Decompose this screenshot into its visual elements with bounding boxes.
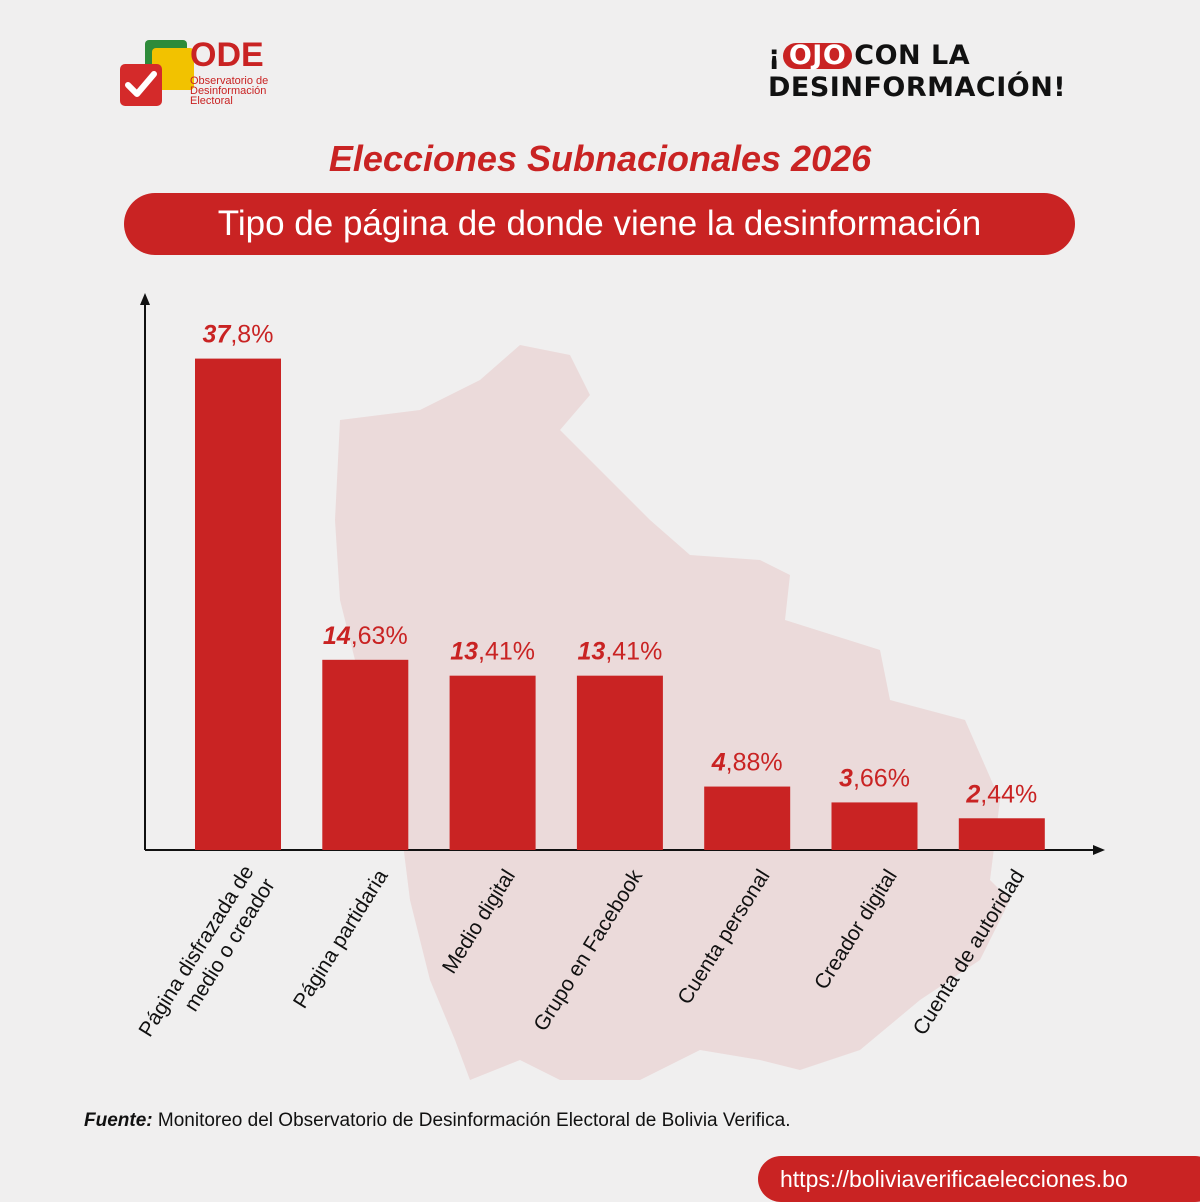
bar (195, 358, 281, 850)
category-label: Página disfrazada demedio o creador (134, 861, 279, 1054)
bar-value-label: 14,63% (323, 622, 408, 650)
ode-logo: ODE Observatorio de Desinformación Elect… (118, 36, 298, 110)
campaign-open-mark: ¡ (768, 40, 781, 71)
bar-value-label: 13,41% (578, 638, 663, 666)
x-axis-arrow-icon (1093, 845, 1105, 855)
bar-value-label: 13,41% (450, 638, 535, 666)
bolivia-map-silhouette (335, 345, 1010, 1080)
logo-tagline: Observatorio de Desinformación Electoral (190, 75, 269, 107)
source-label: Fuente: (84, 1110, 153, 1131)
bar (704, 786, 791, 850)
bar (576, 675, 663, 850)
bar-value-label: 2,44% (965, 780, 1037, 808)
bar (958, 818, 1045, 850)
source-text: Monitoreo del Observatorio de Desinforma… (152, 1110, 791, 1131)
campaign-line-2: DESINFORMACIÓN! (768, 72, 1067, 103)
campaign-line-1: ¡ OJO CON LA (768, 40, 1088, 72)
bar-value-label: 37,8% (203, 321, 274, 349)
source-note: Fuente: Monitoreo del Observatorio de De… (84, 1110, 790, 1132)
page-title: Elecciones Subnacionales 2026 (328, 138, 872, 179)
logo-tagline-3: Electoral (190, 95, 233, 107)
ode-logo-mark (120, 40, 194, 106)
chart-subtitle: Tipo de página de donde viene la desinfo… (217, 204, 982, 243)
bar-value-label: 3,66% (839, 764, 910, 792)
bar (449, 675, 536, 850)
y-axis-arrow-icon (140, 293, 150, 305)
bar (831, 802, 918, 850)
bar-value-label: 4,88% (711, 749, 783, 777)
logo-name: ODE (190, 36, 264, 74)
website-link[interactable]: https://boliviaverificaelecciones.bo (780, 1166, 1128, 1192)
logo-tagline-2: Desinformación (190, 85, 267, 97)
logo-tagline-1: Observatorio de (190, 75, 269, 87)
subtitle-banner (124, 193, 1075, 255)
bar (322, 659, 409, 850)
url-banner (758, 1156, 1200, 1202)
campaign-rest-line-1: CON LA (854, 40, 971, 71)
category-label: Página partidaria (289, 865, 393, 1012)
campaign-ojo-badge: OJO (782, 42, 853, 69)
ojo-campaign-logo: ¡ OJO CON LA DESINFORMACIÓN! (768, 40, 1088, 104)
